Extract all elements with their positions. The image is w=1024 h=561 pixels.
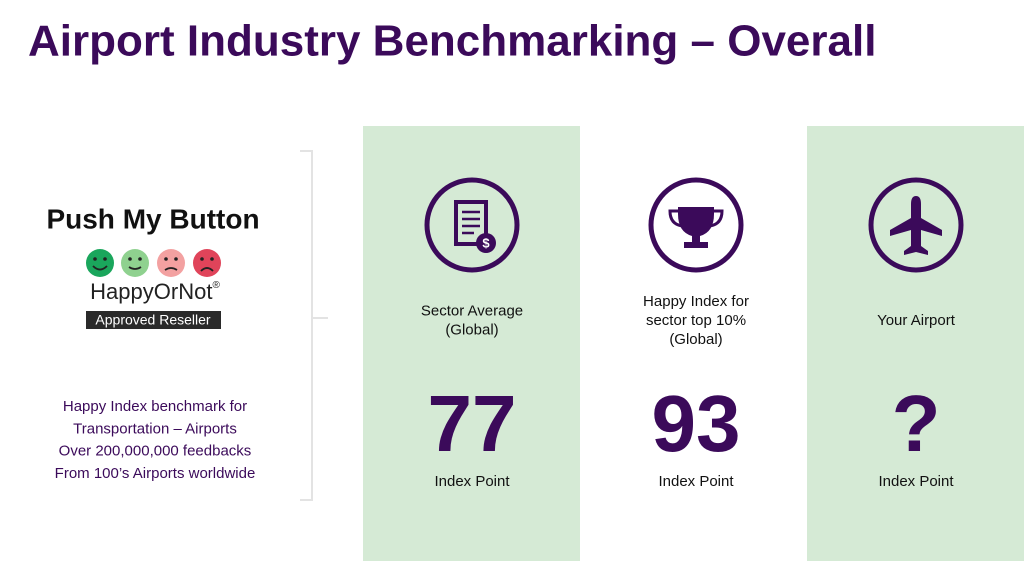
slide-title: Airport Industry Benchmarking – Overall <box>28 17 876 66</box>
brand-mark: ® <box>212 280 220 291</box>
column-bg <box>363 126 580 561</box>
description-line: From 100’s Airports worldwide <box>55 465 256 482</box>
column-value: 77 <box>428 379 517 468</box>
column-label: sector top 10% <box>646 312 746 329</box>
svg-text:$: $ <box>482 235 490 250</box>
badge: Approved Reseller <box>95 312 211 328</box>
brand: HappyOrNot® <box>90 279 220 304</box>
bracket <box>300 150 328 501</box>
column-label: (Global) <box>445 321 498 338</box>
column-unit: Index Point <box>658 473 734 490</box>
description-line: Over 200,000,000 feedbacks <box>59 443 252 460</box>
icon-receipt: $ <box>424 177 520 273</box>
column-value: ? <box>892 379 941 468</box>
column-bg <box>807 126 1024 561</box>
column-label: (Global) <box>669 331 722 348</box>
brand-name: HappyOrNot <box>90 279 212 304</box>
description-line: Transportation – Airports <box>73 420 237 437</box>
column-unit: Index Point <box>878 473 954 490</box>
faces <box>86 249 221 277</box>
icon-plane <box>868 177 964 273</box>
icon-trophy <box>648 177 744 273</box>
column-label: Happy Index for <box>643 293 749 310</box>
column-unit: Index Point <box>434 473 510 490</box>
column-label: Your Airport <box>877 312 956 329</box>
logo-name: Push My Button <box>46 203 259 234</box>
column-value: 93 <box>652 379 741 468</box>
badge-bg <box>86 311 221 329</box>
description-line: Happy Index benchmark for <box>63 398 247 415</box>
column-label: Sector Average <box>421 302 523 319</box>
